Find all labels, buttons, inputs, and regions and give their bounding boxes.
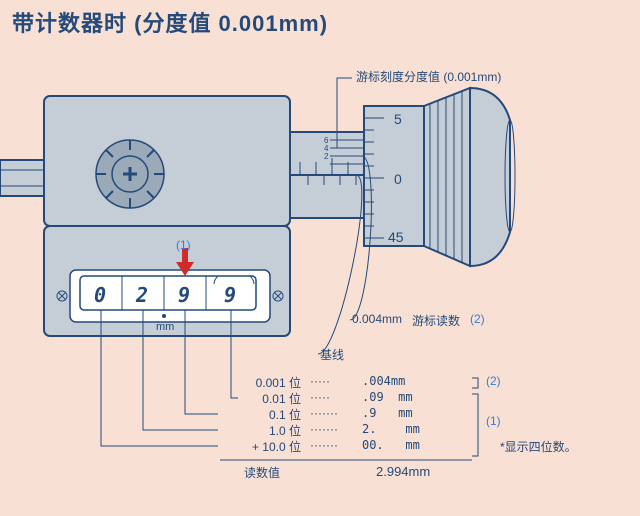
row1-val: .09 mm: [362, 390, 413, 404]
row2-dots: ·······: [310, 406, 338, 420]
vernier-2: 2: [324, 152, 329, 161]
row2-val: .9 mm: [362, 406, 413, 420]
digit-0: 0: [94, 283, 106, 307]
spindle-shaft: [0, 160, 45, 196]
row0-marker: (2): [486, 374, 501, 388]
row3-val: 2. mm: [362, 422, 420, 436]
row3-dots: ·······: [310, 422, 338, 436]
thimble-grip: [424, 88, 470, 266]
marker-1-top: (1): [176, 238, 191, 252]
row1-place: 0.01 位: [241, 390, 301, 407]
ratchet-knob: [96, 140, 164, 208]
row4-dots: ·······: [310, 438, 338, 452]
row4-val: 00. mm: [362, 438, 420, 452]
row1-dots: ·····: [310, 390, 330, 404]
thimble-5: 5: [394, 111, 402, 127]
thimble-45: 45: [388, 229, 404, 245]
result-label: 读数值: [244, 464, 280, 481]
digit-2: 9: [178, 283, 190, 307]
vernier-reading-value: 0.004mm: [352, 312, 402, 326]
end-cap: [470, 88, 510, 266]
row4-place: + 10.0 位: [220, 438, 301, 455]
thimble-0: 0: [394, 171, 402, 187]
result-value: 2.994mm: [376, 464, 430, 479]
mm-label: mm: [156, 321, 174, 333]
marker-2-right: (2): [470, 312, 485, 326]
micrometer-body: [44, 96, 290, 226]
row0-place: 0.001 位: [241, 374, 301, 391]
row-marker-1: (1): [486, 414, 501, 428]
footnote: *显示四位数。: [500, 438, 577, 455]
row0-val: .004mm: [362, 374, 405, 388]
row0-dots: ·····: [310, 374, 330, 388]
baseline-label: 基线: [320, 346, 344, 363]
row2-place: 0.1 位: [241, 406, 301, 423]
digit-3: 9: [224, 283, 236, 307]
row3-place: 1.0 位: [241, 422, 301, 439]
vernier-scale-label: 游标刻度分度值 (0.001mm): [356, 68, 501, 85]
digit-1: 2: [135, 283, 148, 307]
vernier-reading-label: 游标读数: [412, 312, 460, 329]
